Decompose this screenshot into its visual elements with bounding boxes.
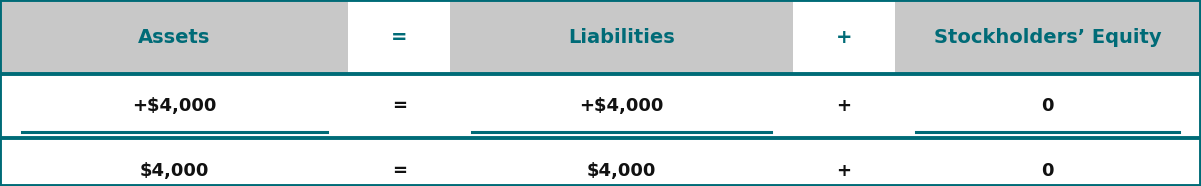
Bar — [895, 0, 1201, 74]
Bar — [0, 0, 348, 74]
Bar — [348, 0, 450, 74]
Text: +: + — [836, 28, 852, 47]
Text: +: + — [836, 97, 852, 115]
Bar — [793, 0, 895, 74]
Text: 0: 0 — [1041, 97, 1054, 115]
Bar — [450, 0, 793, 74]
Text: +$4,000: +$4,000 — [579, 97, 664, 115]
Text: 0: 0 — [1041, 163, 1054, 180]
Text: =: = — [392, 28, 407, 47]
Text: =: = — [392, 163, 407, 180]
Text: Liabilities: Liabilities — [568, 28, 675, 47]
Text: $4,000: $4,000 — [587, 163, 656, 180]
Text: +$4,000: +$4,000 — [132, 97, 216, 115]
Text: =: = — [392, 97, 407, 115]
Text: +: + — [836, 163, 852, 180]
Text: Stockholders’ Equity: Stockholders’ Equity — [934, 28, 1161, 47]
Text: $4,000: $4,000 — [139, 163, 209, 180]
Text: Assets: Assets — [138, 28, 210, 47]
